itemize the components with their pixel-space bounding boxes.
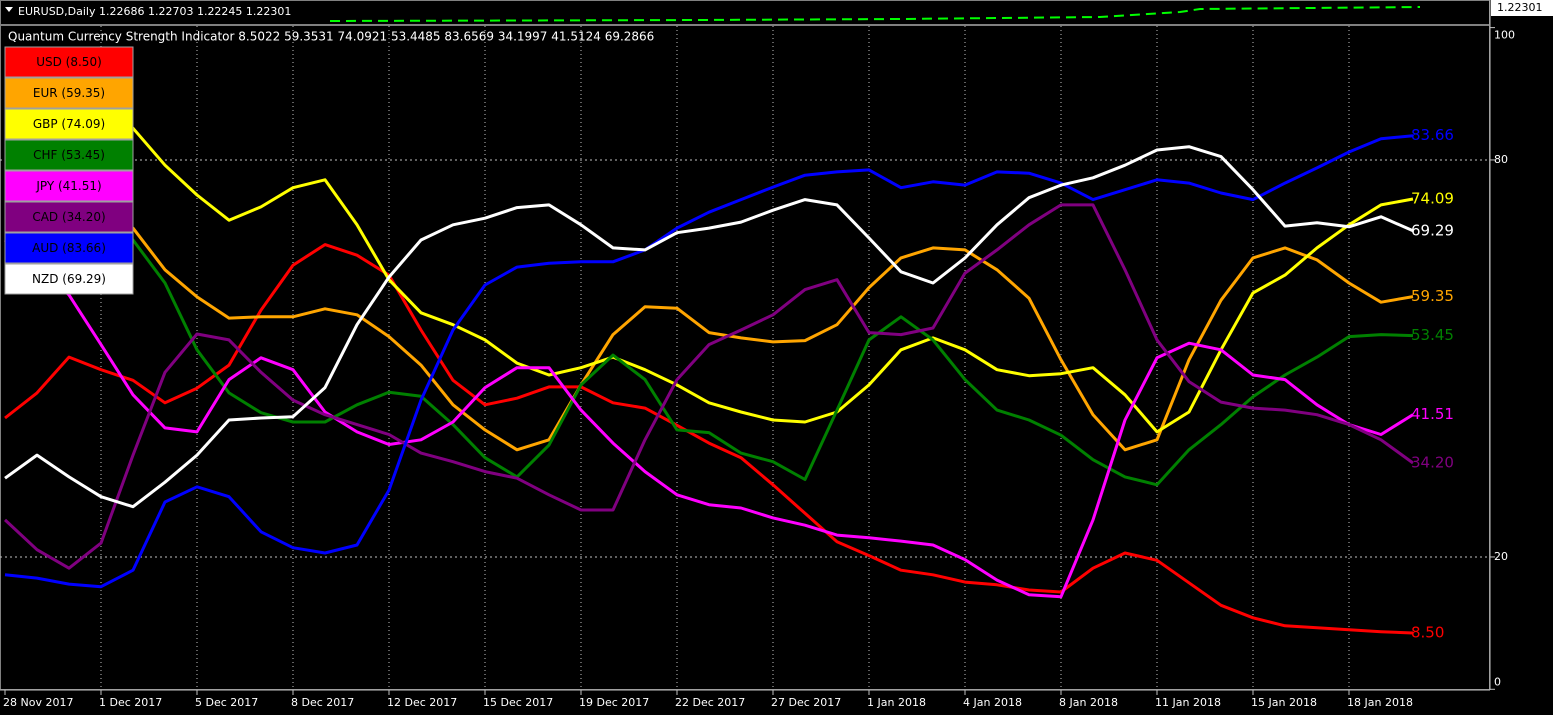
x-tick-label: 22 Dec 2017 [675,696,745,709]
legend-label: USD (8.50) [36,55,102,69]
series-line [4,208,1414,487]
collapse-icon[interactable] [5,7,13,12]
x-tick-label: 1 Dec 2017 [99,696,162,709]
legend-swatch [4,139,134,171]
legend-label: AUD (83.66) [32,241,106,255]
x-tick-label: 11 Jan 2018 [1155,696,1221,709]
y-tick-label: 100 [1494,29,1515,42]
x-tick-label: 28 Nov 2017 [3,696,73,709]
x-tick-label: 19 Dec 2017 [579,696,649,709]
series-line [4,238,1414,599]
legend-swatch [4,232,134,264]
series-line [4,243,1414,635]
legend-label: JPY (41.51) [35,179,101,193]
legend-label: NZD (69.29) [32,272,106,286]
series-line [4,134,1414,589]
legend-swatch [4,170,134,202]
price-label: 1.22301 [1497,1,1543,14]
value-label: 53.45 [1411,326,1454,344]
indicator-title: Quantum Currency Strength Indicator 8.50… [8,30,654,44]
x-tick-label: 8 Dec 2017 [291,696,354,709]
value-label: 41.51 [1411,405,1454,423]
legend-swatch [4,46,134,78]
legend-label: CAD (34.20) [32,210,105,224]
x-tick-label: 15 Jan 2018 [1251,696,1317,709]
price-window-title: EURUSD,Daily 1.22686 1.22703 1.22245 1.2… [18,5,291,18]
value-label: 59.35 [1411,287,1454,305]
legend-swatch [4,201,134,233]
x-tick-label: 12 Dec 2017 [387,696,457,709]
legend: USD (8.50) EUR (59.35) GBP (74.09) CHF (53.… [4,46,134,295]
legend-label: CHF (53.45) [33,148,105,162]
series-line [4,103,1414,434]
price-label-box [1491,0,1553,16]
y-tick-label: 20 [1494,550,1508,563]
x-tick-label: 8 Jan 2018 [1059,696,1118,709]
x-tick-label: 27 Dec 2017 [771,696,841,709]
x-tick-label: 4 Jan 2018 [963,696,1022,709]
y-tick-label: 0 [1494,675,1501,688]
plot-lines: 8.50 59.35 74.09 53.45 41.51 34.20 83.66 69.29 [3,103,1454,642]
x-tick-label: 5 Dec 2017 [195,696,258,709]
value-label: 34.20 [1411,454,1454,472]
axes: 0 20 80 100 28 Nov 2017 1 Dec 2017 5 Dec 2017 8… [3,27,1515,709]
legend-label: GBP (74.09) [33,117,105,131]
x-tick-label: 1 Jan 2018 [867,696,926,709]
x-tick-label: 18 Jan 2018 [1347,696,1413,709]
series-line [3,203,1414,570]
y-tick-label: 80 [1494,153,1508,166]
legend-label: EUR (59.35) [33,86,105,100]
legend-swatch [4,263,134,295]
value-label: 74.09 [1411,190,1454,208]
value-label: 69.29 [1411,221,1454,239]
value-label: 83.66 [1411,126,1454,144]
series-line [4,188,1414,452]
series-line [4,145,1414,509]
price-line [329,6,1421,22]
x-tick-label: 15 Dec 2017 [483,696,553,709]
legend-swatch [4,108,134,140]
value-label: 8.50 [1411,624,1444,642]
legend-swatch [4,77,134,109]
